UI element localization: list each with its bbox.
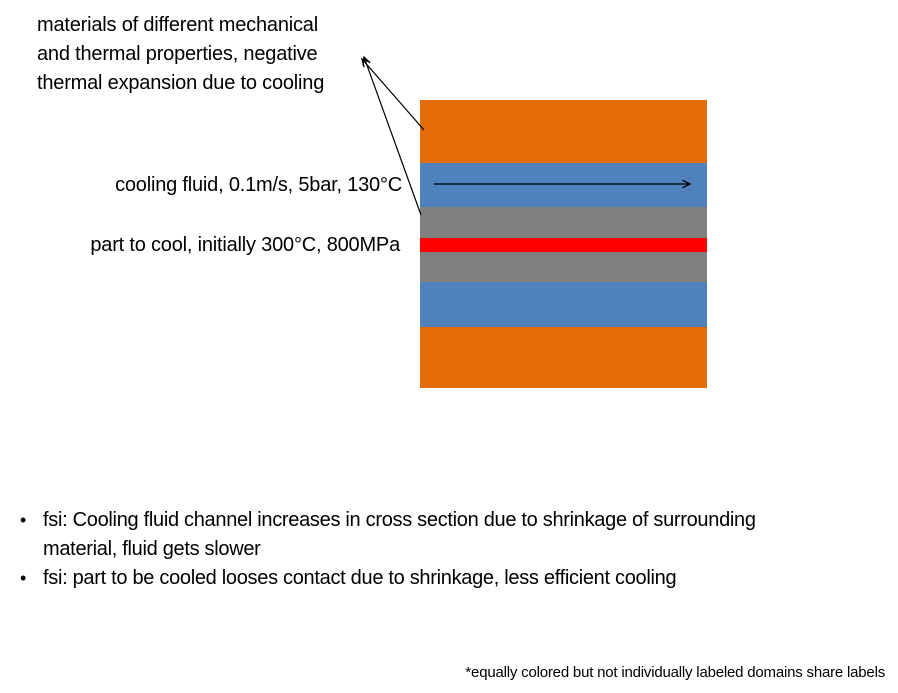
footnote: *equally colored but not individually la…	[465, 664, 885, 681]
materials-note-line: thermal expansion due to cooling	[37, 72, 325, 94]
layer-part-to-cool	[420, 238, 707, 252]
materials-note: materials of different mechanical and the…	[37, 11, 324, 98]
layer-stack-diagram	[420, 100, 707, 388]
layer-intermediate-material-bottom	[420, 252, 707, 282]
bullet-text: fsi: part to be cooled looses contact du…	[43, 567, 677, 589]
annotation-arrow-top-layer	[361, 57, 425, 131]
materials-note-line: materials of different mechanical	[37, 14, 318, 36]
layer-outer-material-bottom	[420, 327, 707, 388]
layer-cooling-fluid-channel-top	[420, 163, 707, 207]
cooling-fluid-label: cooling fluid, 0.1m/s, 5bar, 130°C	[115, 174, 402, 196]
bullet-item: • fsi: Cooling fluid channel increases in…	[20, 506, 768, 564]
layer-cooling-fluid-channel-bottom	[420, 282, 707, 327]
bullet-list: • fsi: Cooling fluid channel increases in…	[20, 506, 768, 593]
bullet-item: • fsi: part to be cooled looses contact d…	[20, 564, 768, 593]
part-to-cool-label: part to cool, initially 300°C, 800MPa	[90, 234, 400, 256]
layer-outer-material-top	[420, 100, 707, 163]
bullet-icon: •	[20, 568, 27, 588]
materials-note-line: and thermal properties, negative	[37, 43, 318, 65]
bullet-icon: •	[20, 510, 27, 530]
layer-intermediate-material-top	[420, 207, 707, 238]
bullet-text: fsi: Cooling fluid channel increases in …	[43, 509, 756, 560]
